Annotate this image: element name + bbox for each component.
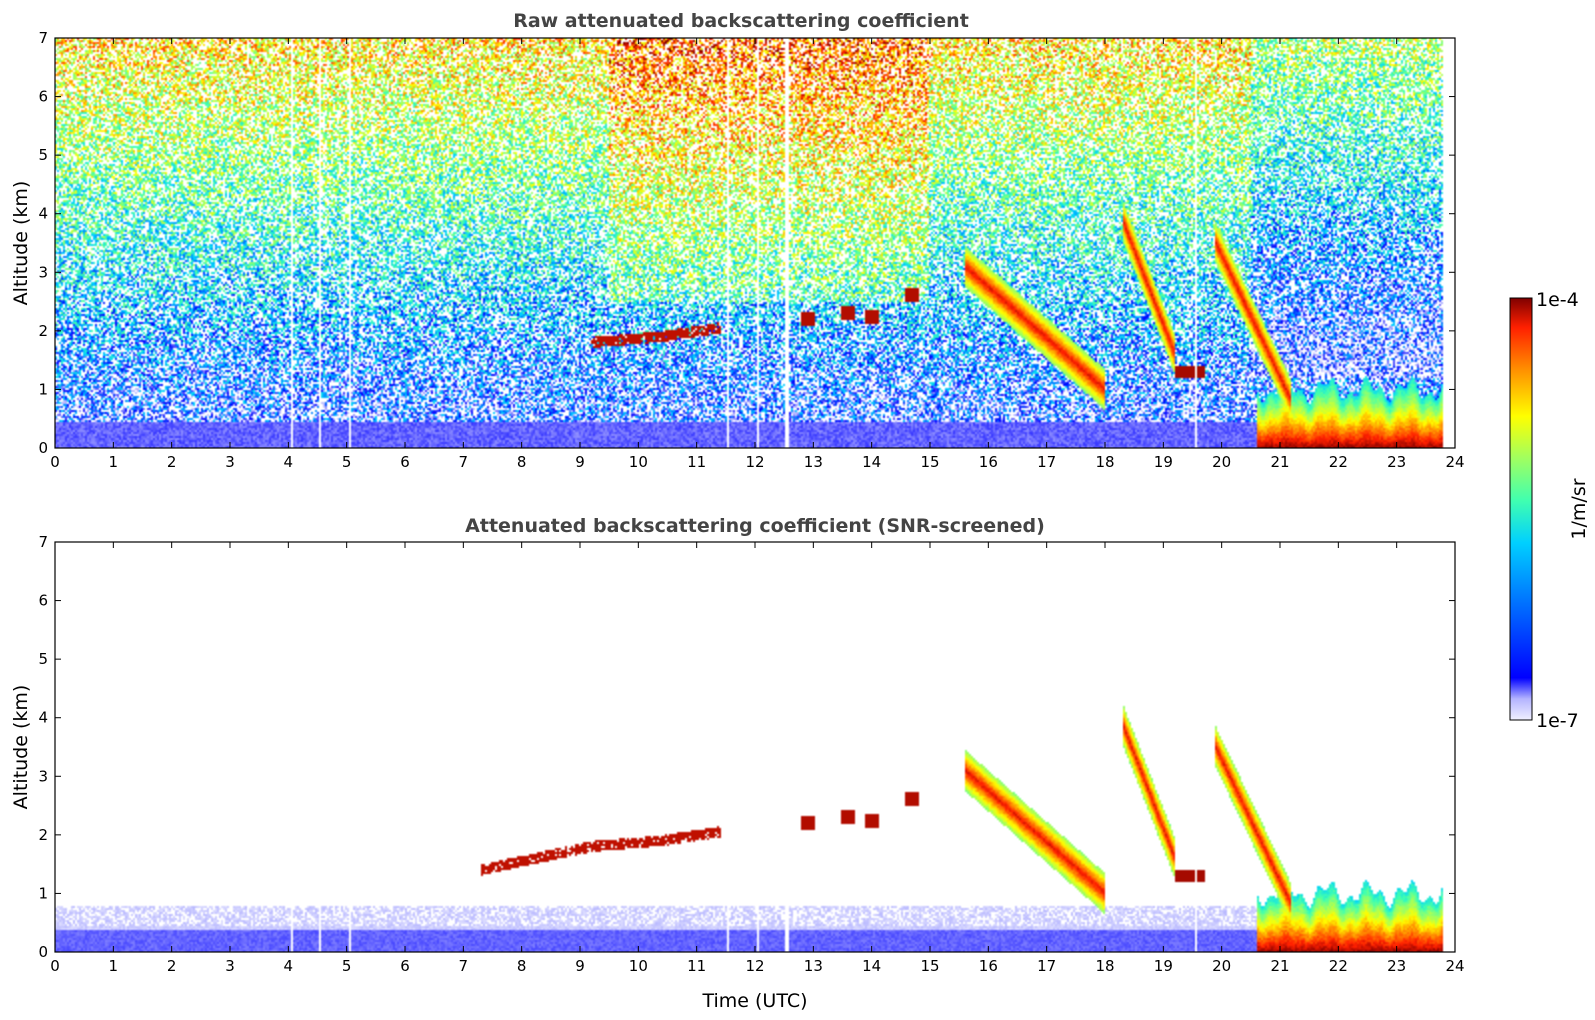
colorbar-min-label: 1e-7: [1536, 710, 1579, 732]
y-tick-label: 2: [38, 826, 48, 844]
x-tick-label: 1: [109, 453, 119, 471]
x-tick-label: 21: [1270, 957, 1289, 975]
x-tick-label: 20: [1212, 957, 1231, 975]
heatmap-raster: [55, 38, 1455, 448]
x-tick-label: 14: [862, 957, 881, 975]
raw-backscatter-panel: Raw attenuated backscattering coefficien…: [10, 10, 1465, 471]
heatmap-layer: [55, 542, 1455, 952]
y-tick-label: 2: [38, 322, 48, 340]
colorbar-max-label: 1e-4: [1536, 289, 1579, 311]
x-tick-label: 2: [167, 453, 177, 471]
x-tick-label: 11: [687, 453, 706, 471]
x-tick-label: 13: [804, 453, 823, 471]
axis-ticks: 0 1 2 3 4 5 6 7 8 9 10 11 12 13 14 15 16 17 18 19 20 21 22 23 24…: [38, 29, 1464, 471]
y-tick-label: 6: [38, 592, 48, 610]
x-tick-label: 21: [1270, 453, 1289, 471]
x-tick-label: 20: [1212, 453, 1231, 471]
x-tick-label: 6: [400, 957, 410, 975]
x-tick-label: 17: [1037, 453, 1056, 471]
y-tick-label: 1: [38, 884, 48, 902]
x-tick-label: 15: [920, 453, 939, 471]
x-tick-label: 1: [109, 957, 119, 975]
x-tick-label: 23: [1387, 453, 1406, 471]
x-tick-label: 9: [575, 957, 585, 975]
colorbar: 1e-4 1e-7 1/m/sr: [1509, 289, 1590, 732]
heatmap-raster: [55, 542, 1455, 952]
x-tick-label: 3: [225, 453, 235, 471]
y-tick-label: 7: [38, 29, 48, 47]
x-tick-label: 8: [517, 453, 527, 471]
y-tick-label: 3: [38, 767, 48, 785]
x-tick-label: 15: [920, 957, 939, 975]
x-axis-label: Time (UTC): [701, 990, 807, 1012]
y-tick-label: 3: [38, 263, 48, 281]
y-tick-label: 0: [38, 439, 48, 457]
y-axis-label: Altitude (km): [10, 685, 32, 810]
x-tick-label: 19: [1154, 453, 1173, 471]
x-tick-label: 22: [1329, 957, 1348, 975]
heatmap-layer: [55, 38, 1455, 448]
x-tick-label: 14: [862, 453, 881, 471]
x-tick-label: 7: [459, 453, 469, 471]
x-tick-label: 8: [517, 957, 527, 975]
y-tick-label: 1: [38, 380, 48, 398]
x-tick-label: 10: [629, 453, 648, 471]
chart-title: Raw attenuated backscattering coefficien…: [513, 10, 969, 32]
y-tick-label: 0: [38, 943, 48, 961]
x-tick-label: 19: [1154, 957, 1173, 975]
x-tick-label: 12: [745, 957, 764, 975]
colorbar-unit-label: 1/m/sr: [1568, 478, 1590, 539]
chart-title: Attenuated backscattering coefficient (S…: [465, 515, 1045, 537]
y-tick-label: 6: [38, 88, 48, 106]
x-tick-label: 16: [979, 453, 998, 471]
y-tick-label: 4: [38, 205, 48, 223]
x-tick-label: 2: [167, 957, 177, 975]
x-tick-label: 6: [400, 453, 410, 471]
x-tick-label: 10: [629, 957, 648, 975]
x-tick-label: 0: [50, 453, 60, 471]
x-tick-label: 4: [284, 453, 294, 471]
x-tick-label: 18: [1095, 957, 1114, 975]
x-tick-label: 12: [745, 453, 764, 471]
x-tick-label: 18: [1095, 453, 1114, 471]
x-tick-label: 7: [459, 957, 469, 975]
x-tick-label: 23: [1387, 957, 1406, 975]
x-tick-label: 0: [50, 957, 60, 975]
x-tick-label: 5: [342, 957, 352, 975]
y-tick-label: 7: [38, 533, 48, 551]
x-tick-label: 9: [575, 453, 585, 471]
axis-ticks: 0 1 2 3 4 5 6 7 8 9 10 11 12 13 14 15 16 17 18 19 20 21 22 23 24…: [38, 533, 1464, 975]
y-tick-label: 4: [38, 709, 48, 727]
y-axis-label: Altitude (km): [10, 181, 32, 306]
y-tick-label: 5: [38, 146, 48, 164]
x-tick-label: 5: [342, 453, 352, 471]
x-tick-label: 3: [225, 957, 235, 975]
x-tick-label: 11: [687, 957, 706, 975]
x-tick-label: 22: [1329, 453, 1348, 471]
x-tick-label: 24: [1445, 957, 1464, 975]
snr-screened-panel: Attenuated backscattering coefficient (S…: [10, 515, 1465, 1012]
x-tick-label: 17: [1037, 957, 1056, 975]
y-tick-label: 5: [38, 650, 48, 668]
colorbar-gradient: [1509, 297, 1533, 721]
x-tick-label: 24: [1445, 453, 1464, 471]
x-tick-label: 4: [284, 957, 294, 975]
x-tick-label: 13: [804, 957, 823, 975]
x-tick-label: 16: [979, 957, 998, 975]
